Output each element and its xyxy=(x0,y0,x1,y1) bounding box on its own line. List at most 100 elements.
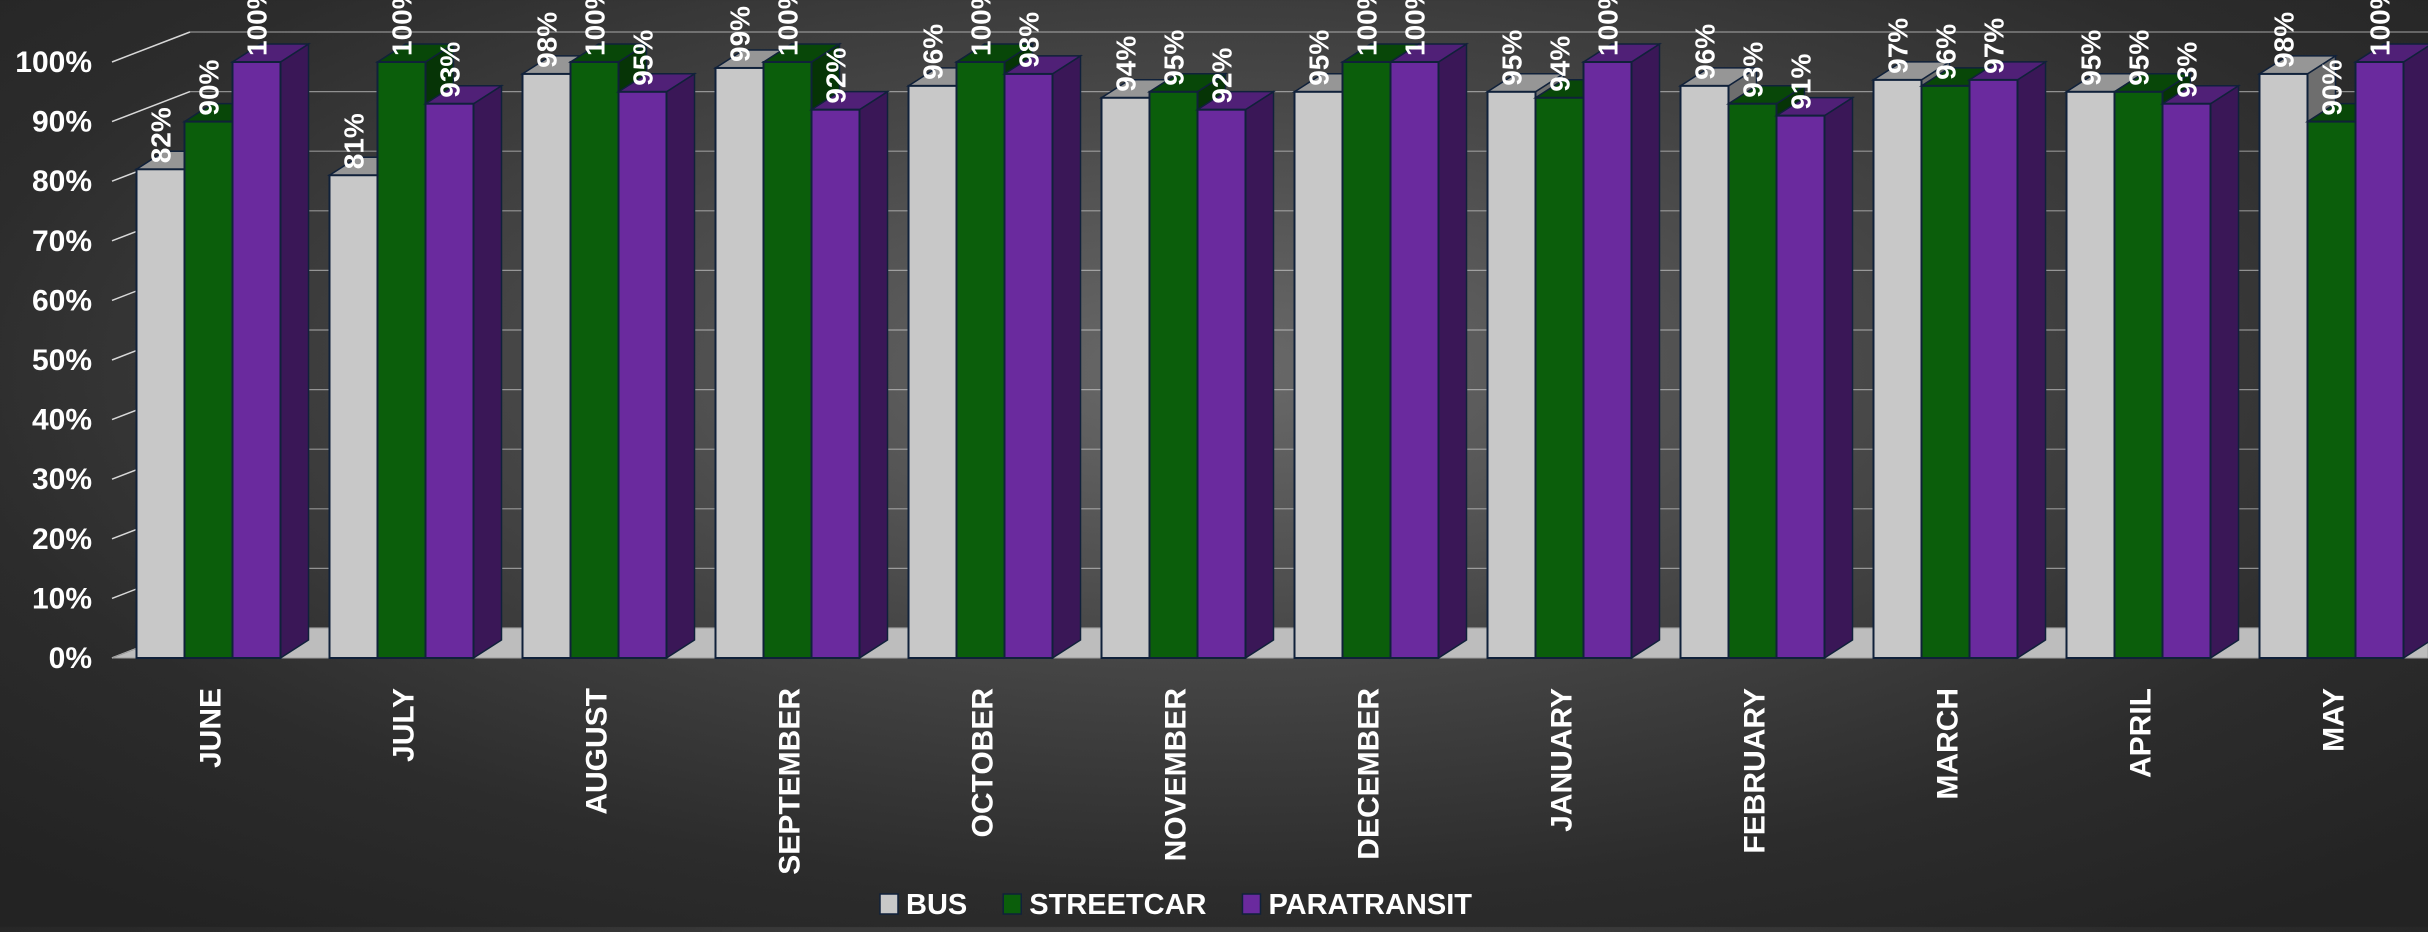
bar-side-paratransit-september xyxy=(860,92,888,658)
bar-paratransit-january xyxy=(1584,62,1632,658)
data-label-bus-january: 95% xyxy=(1497,30,1528,86)
data-label-streetcar-december: 100% xyxy=(1352,0,1383,56)
bar-group-september xyxy=(716,44,888,658)
bar-paratransit-december xyxy=(1391,62,1439,658)
data-label-bus-february: 96% xyxy=(1690,24,1721,80)
bars-layer xyxy=(137,44,2428,658)
bar-group-october xyxy=(909,44,1081,658)
data-label-paratransit-february: 91% xyxy=(1786,53,1817,109)
bar-bus-february xyxy=(1681,86,1729,658)
bar-group-february xyxy=(1681,68,1853,658)
data-label-streetcar-september: 100% xyxy=(773,0,804,56)
bar-side-paratransit-january xyxy=(1632,44,1660,658)
bar-side-paratransit-february xyxy=(1825,98,1853,658)
y-tick-label: 70% xyxy=(32,225,92,258)
bar-streetcar-january xyxy=(1536,98,1584,658)
data-label-streetcar-june: 90% xyxy=(194,59,225,115)
bar-streetcar-april xyxy=(2115,92,2163,658)
y-axis-labels: 0%10%20%30%40%50%60%70%80%90%100% xyxy=(15,46,92,675)
bar-paratransit-august xyxy=(619,92,667,658)
y-tick-label: 30% xyxy=(32,463,92,496)
bar-streetcar-march xyxy=(1922,86,1970,658)
bar-paratransit-july xyxy=(426,104,474,658)
bar-side-paratransit-march xyxy=(2018,62,2046,658)
data-label-bus-september: 99% xyxy=(725,6,756,62)
data-label-bus-april: 95% xyxy=(2076,30,2107,86)
data-label-paratransit-september: 92% xyxy=(821,48,852,104)
data-label-paratransit-april: 93% xyxy=(2172,42,2203,98)
bar-streetcar-december xyxy=(1343,62,1391,658)
data-label-streetcar-march: 96% xyxy=(1931,24,1962,80)
data-label-streetcar-july: 100% xyxy=(387,0,418,56)
bar-bus-october xyxy=(909,86,957,658)
data-label-paratransit-january: 100% xyxy=(1593,0,1624,56)
data-label-bus-march: 97% xyxy=(1883,18,1914,74)
bar-bus-december xyxy=(1295,92,1343,658)
bar-paratransit-september xyxy=(812,110,860,658)
bar-paratransit-february xyxy=(1777,116,1825,658)
data-label-paratransit-may: 100% xyxy=(2365,0,2396,56)
bar-bus-august xyxy=(523,74,571,658)
bar-streetcar-august xyxy=(571,62,619,658)
x-tick-label-july: JULY xyxy=(388,688,421,762)
data-label-paratransit-july: 93% xyxy=(435,42,466,98)
legend-label-bus: BUS xyxy=(906,889,967,921)
bar-bus-march xyxy=(1874,80,1922,658)
bar-bus-november xyxy=(1102,98,1150,658)
data-label-streetcar-february: 93% xyxy=(1738,42,1769,98)
x-tick-label-april: APRIL xyxy=(2125,688,2158,778)
bar-group-may xyxy=(2260,44,2428,658)
bar-side-paratransit-july xyxy=(474,86,502,658)
x-tick-label-november: NOVEMBER xyxy=(1160,688,1193,862)
bar-paratransit-june xyxy=(233,62,281,658)
bar-streetcar-september xyxy=(764,62,812,658)
legend-label-paratransit: PARATRANSIT xyxy=(1268,889,1472,921)
data-label-bus-august: 98% xyxy=(532,12,563,68)
bar-side-paratransit-april xyxy=(2211,86,2239,658)
bar-side-paratransit-may xyxy=(2404,44,2428,658)
bar-streetcar-july xyxy=(378,62,426,658)
data-label-paratransit-october: 98% xyxy=(1014,12,1045,68)
data-label-bus-november: 94% xyxy=(1111,36,1142,92)
bar-group-march xyxy=(1874,62,2046,658)
bar-side-paratransit-november xyxy=(1246,92,1274,658)
bar-paratransit-may xyxy=(2356,62,2404,658)
data-label-streetcar-november: 95% xyxy=(1159,30,1190,86)
bar-group-january xyxy=(1488,44,1660,658)
x-tick-label-august: AUGUST xyxy=(581,688,614,815)
x-tick-label-october: OCTOBER xyxy=(967,688,1000,838)
bar-bus-january xyxy=(1488,92,1536,658)
data-label-streetcar-april: 95% xyxy=(2124,30,2155,86)
bar-paratransit-april xyxy=(2163,104,2211,658)
y-tick-label: 90% xyxy=(32,106,92,139)
data-label-paratransit-december: 100% xyxy=(1400,0,1431,56)
data-label-paratransit-august: 95% xyxy=(628,30,659,86)
data-label-bus-may: 98% xyxy=(2269,12,2300,68)
bar-bus-april xyxy=(2067,92,2115,658)
bar-paratransit-november xyxy=(1198,110,1246,658)
bar-streetcar-october xyxy=(957,62,1005,658)
data-label-bus-july: 81% xyxy=(339,113,370,169)
bar-group-august xyxy=(523,44,695,658)
data-label-paratransit-november: 92% xyxy=(1207,48,1238,104)
bar-streetcar-june xyxy=(185,122,233,658)
data-label-bus-june: 82% xyxy=(146,107,177,163)
data-label-streetcar-august: 100% xyxy=(580,0,611,56)
data-label-bus-october: 96% xyxy=(918,24,949,80)
bar-group-december xyxy=(1295,44,1467,658)
data-label-paratransit-march: 97% xyxy=(1979,18,2010,74)
bar-side-paratransit-june xyxy=(281,44,309,658)
bar-streetcar-february xyxy=(1729,104,1777,658)
y-tick-label: 60% xyxy=(32,284,92,317)
y-tick-label: 20% xyxy=(32,523,92,556)
x-tick-label-february: FEBRUARY xyxy=(1739,688,1772,854)
bar-bus-july xyxy=(330,175,378,658)
y-tick-label: 0% xyxy=(49,642,92,675)
y-tick-label: 80% xyxy=(32,165,92,198)
legend-swatch-paratransit xyxy=(1242,894,1260,914)
y-tick-label: 40% xyxy=(32,404,92,437)
x-tick-label-september: SEPTEMBER xyxy=(774,688,807,875)
bar-bus-may xyxy=(2260,74,2308,658)
